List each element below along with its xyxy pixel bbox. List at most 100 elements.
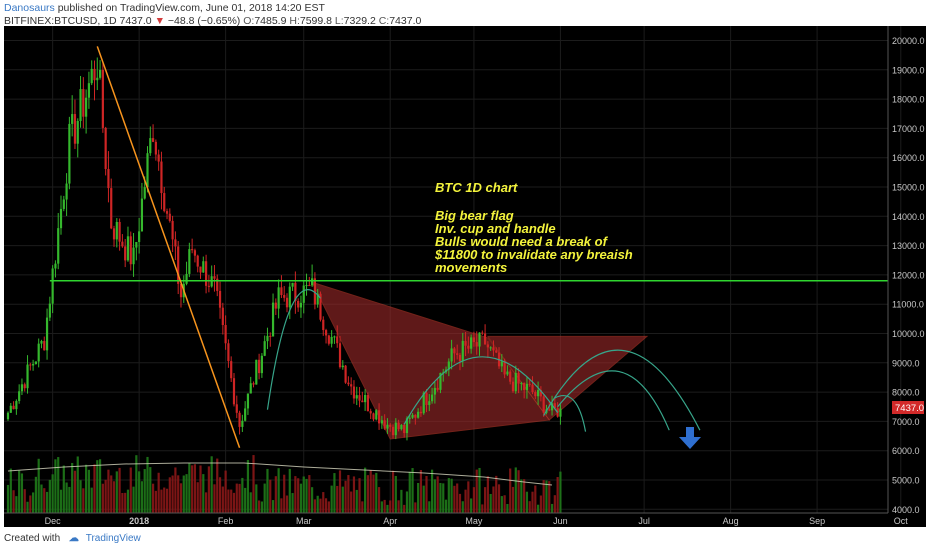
candle-body bbox=[255, 359, 258, 385]
volume-bar bbox=[244, 487, 247, 513]
candle-body bbox=[514, 372, 517, 392]
volume-bar bbox=[34, 476, 37, 513]
volume-bar bbox=[174, 467, 177, 513]
candle-body bbox=[366, 394, 370, 412]
candle-body bbox=[391, 426, 395, 436]
cup-curve bbox=[557, 370, 670, 431]
candle-body bbox=[93, 68, 96, 81]
candle-body bbox=[51, 268, 54, 304]
candle-body bbox=[355, 395, 358, 399]
volume-bar bbox=[191, 465, 194, 513]
candle-body bbox=[160, 161, 163, 194]
volume-bar bbox=[531, 491, 534, 513]
candle-body bbox=[82, 89, 85, 117]
volume-bar bbox=[23, 489, 26, 513]
candle-body bbox=[104, 127, 107, 169]
candle-body bbox=[400, 424, 403, 430]
candle-body bbox=[135, 242, 138, 248]
candle-body bbox=[138, 231, 141, 243]
low-label: L: bbox=[334, 15, 344, 27]
volume-bar bbox=[93, 464, 96, 513]
candle-body bbox=[154, 141, 157, 155]
candle-body bbox=[336, 336, 339, 344]
volume-bar bbox=[132, 486, 135, 513]
volume-bar bbox=[327, 501, 330, 513]
candle-body bbox=[48, 303, 51, 318]
candle-body bbox=[34, 361, 37, 365]
candle-body bbox=[461, 340, 464, 362]
chart-area[interactable]: 4000.0 5000.0 6000.0 7000.0 8000.0 9000.0 1000… bbox=[4, 26, 926, 527]
candle-body bbox=[372, 413, 375, 420]
candle-body bbox=[299, 302, 303, 308]
price-chart[interactable]: 4000.0 5000.0 6000.0 7000.0 8000.0 9000.0 1000… bbox=[4, 26, 926, 527]
volume-bar bbox=[140, 481, 144, 513]
candle-body bbox=[322, 319, 325, 331]
author-link[interactable]: Danosaurs bbox=[4, 2, 55, 14]
candle-body bbox=[132, 247, 135, 265]
candle-body bbox=[280, 287, 283, 296]
candle-body bbox=[511, 381, 515, 392]
drawing-shapes bbox=[311, 281, 649, 440]
volume-bar bbox=[57, 457, 60, 513]
candle-body bbox=[411, 414, 414, 418]
volume-bar bbox=[29, 495, 32, 513]
price-tag: 7437.0 bbox=[895, 403, 924, 414]
candlesticks bbox=[6, 57, 562, 441]
volume-bar bbox=[177, 475, 180, 513]
candle-body bbox=[517, 372, 520, 384]
volume-bar bbox=[76, 456, 79, 513]
y-tick-label: 12000.0 bbox=[892, 270, 925, 280]
volume-bar bbox=[297, 478, 300, 513]
low-value: 7329.2 bbox=[343, 15, 376, 27]
candle-body bbox=[523, 382, 526, 391]
candle-body bbox=[375, 410, 378, 420]
volume-bar bbox=[118, 467, 121, 513]
volume-bar bbox=[525, 491, 529, 513]
candle-body bbox=[9, 405, 12, 413]
candle-body bbox=[124, 246, 127, 261]
volume-bar bbox=[472, 487, 476, 513]
volume-bar bbox=[274, 476, 277, 513]
volume-bar bbox=[495, 475, 498, 513]
annotation-title: BTC 1D chart bbox=[435, 180, 518, 195]
candle-body bbox=[73, 114, 77, 144]
volume-bar bbox=[179, 483, 183, 513]
trendline bbox=[96, 46, 241, 449]
volume-ma-line bbox=[7, 462, 553, 486]
volume-bar bbox=[71, 462, 74, 513]
change-value: −48.8 (−0.65%) bbox=[167, 15, 241, 27]
volume-bar bbox=[302, 476, 305, 513]
volume-bar bbox=[453, 485, 456, 513]
volume-bar bbox=[196, 482, 199, 513]
candle-body bbox=[341, 365, 344, 368]
tradingview-link[interactable]: TradingView bbox=[85, 533, 141, 544]
volume-bar bbox=[210, 456, 213, 513]
volume-bar bbox=[40, 484, 43, 513]
close-label: C: bbox=[378, 15, 390, 27]
candle-body bbox=[15, 401, 18, 410]
volume-bar bbox=[294, 476, 297, 513]
candle-body bbox=[352, 386, 356, 399]
volume-bar bbox=[199, 465, 202, 513]
volume-bar bbox=[101, 483, 104, 513]
candle-body bbox=[347, 382, 350, 385]
volume-bar bbox=[308, 475, 311, 513]
candle-body bbox=[43, 341, 46, 351]
volume-bar bbox=[364, 467, 367, 513]
volume-bar bbox=[12, 490, 15, 513]
volume-bar bbox=[444, 499, 448, 513]
symbol-label[interactable]: BITFINEX:BTCUSD, 1D bbox=[4, 15, 117, 27]
down-arrow-icon: ▼ bbox=[154, 15, 165, 27]
volume-bar bbox=[478, 467, 481, 513]
volume-bar bbox=[411, 468, 414, 513]
y-tick-label: 8000.0 bbox=[892, 388, 920, 398]
candle-body bbox=[495, 350, 498, 353]
volume-bar bbox=[32, 492, 35, 513]
annotation-line-3: Bulls would need a break of bbox=[435, 234, 609, 249]
volume-bar bbox=[45, 491, 49, 513]
volume-bar bbox=[456, 483, 459, 513]
candle-body bbox=[364, 394, 367, 403]
volume-bar bbox=[15, 496, 18, 513]
candle-body bbox=[324, 330, 328, 336]
volume-bar bbox=[503, 495, 506, 513]
